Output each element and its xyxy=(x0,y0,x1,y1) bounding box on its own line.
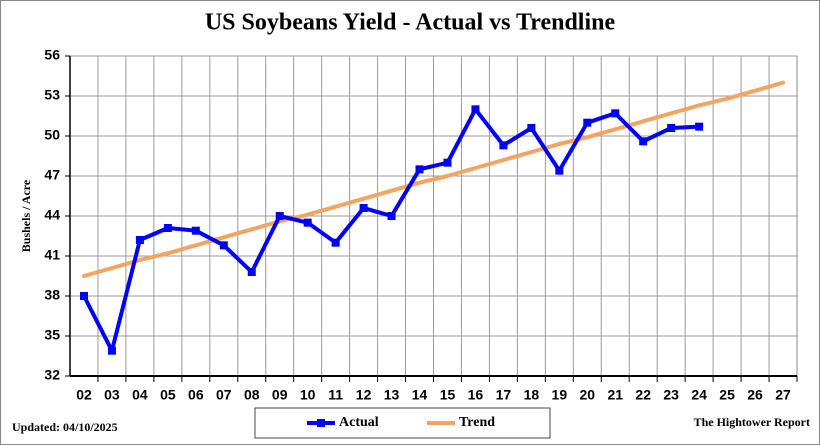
x-tick-label: 14 xyxy=(412,387,428,403)
data-point xyxy=(303,218,312,227)
y-tick-label: 47 xyxy=(44,167,60,183)
data-point xyxy=(79,292,88,300)
y-tick-label: 41 xyxy=(44,247,60,263)
data-point xyxy=(247,268,256,276)
x-tick-label: 04 xyxy=(132,387,148,403)
x-tick-label: 16 xyxy=(468,387,484,403)
legend-marker xyxy=(317,419,325,427)
x-tick-label: 25 xyxy=(719,387,735,403)
data-point xyxy=(359,204,368,212)
data-point xyxy=(471,105,480,114)
y-axis-label: Bushels / Acre xyxy=(19,179,33,252)
x-tick-label: 24 xyxy=(691,387,707,403)
x-tick-label: 05 xyxy=(160,387,176,403)
y-tick-label: 56 xyxy=(44,47,60,63)
chart-title: US Soybeans Yield - Actual vs Trendline xyxy=(205,10,616,36)
x-tick-label: 13 xyxy=(384,387,400,403)
data-point xyxy=(415,165,424,174)
data-point xyxy=(611,109,620,118)
data-point xyxy=(219,241,228,250)
x-tick-label: 08 xyxy=(244,387,260,403)
data-point xyxy=(555,166,564,175)
data-point xyxy=(527,124,536,132)
y-tick-label: 38 xyxy=(44,287,60,303)
data-point xyxy=(275,212,284,220)
x-tick-label: 02 xyxy=(76,387,92,403)
x-tick-label: 21 xyxy=(607,387,623,403)
x-tick-label: 19 xyxy=(552,387,568,403)
data-point xyxy=(639,137,648,146)
x-tick-label: 12 xyxy=(356,387,372,403)
x-tick-label: 06 xyxy=(188,387,204,403)
y-tick-label: 35 xyxy=(44,327,60,343)
x-tick-label: 23 xyxy=(663,387,679,403)
x-tick-label: 18 xyxy=(524,387,540,403)
updated-note: Updated: 04/10/2025 xyxy=(12,420,118,434)
x-tick-label: 09 xyxy=(272,387,288,403)
series-line xyxy=(81,80,786,278)
y-tick-label: 53 xyxy=(44,87,60,103)
x-tick-label: 15 xyxy=(440,387,456,403)
x-tick-label: 07 xyxy=(216,387,232,403)
data-point xyxy=(583,118,592,127)
data-point xyxy=(443,158,452,167)
data-point xyxy=(331,238,340,247)
data-point xyxy=(135,236,144,244)
y-tick-label: 44 xyxy=(44,207,60,223)
legend-box xyxy=(254,407,551,439)
legend-label: Trend xyxy=(459,415,495,430)
data-point xyxy=(667,124,676,132)
legend-label: Actual xyxy=(339,415,379,430)
x-tick-label: 27 xyxy=(775,387,791,403)
data-point xyxy=(695,122,704,131)
data-point xyxy=(191,226,200,235)
x-tick-label: 26 xyxy=(747,387,763,403)
x-tick-label: 11 xyxy=(328,387,343,403)
data-point xyxy=(107,346,116,355)
x-tick-label: 17 xyxy=(496,387,512,403)
x-tick-label: 22 xyxy=(635,387,651,403)
y-tick-label: 50 xyxy=(44,127,60,143)
y-tick-label: 32 xyxy=(44,367,60,383)
x-tick-label: 20 xyxy=(579,387,595,403)
x-tick-label: 03 xyxy=(104,387,120,403)
data-point xyxy=(499,141,508,150)
source-note: The Hightower Report xyxy=(694,415,810,429)
x-tick-label: 10 xyxy=(300,387,316,403)
data-point xyxy=(387,212,396,220)
data-point xyxy=(163,224,172,232)
